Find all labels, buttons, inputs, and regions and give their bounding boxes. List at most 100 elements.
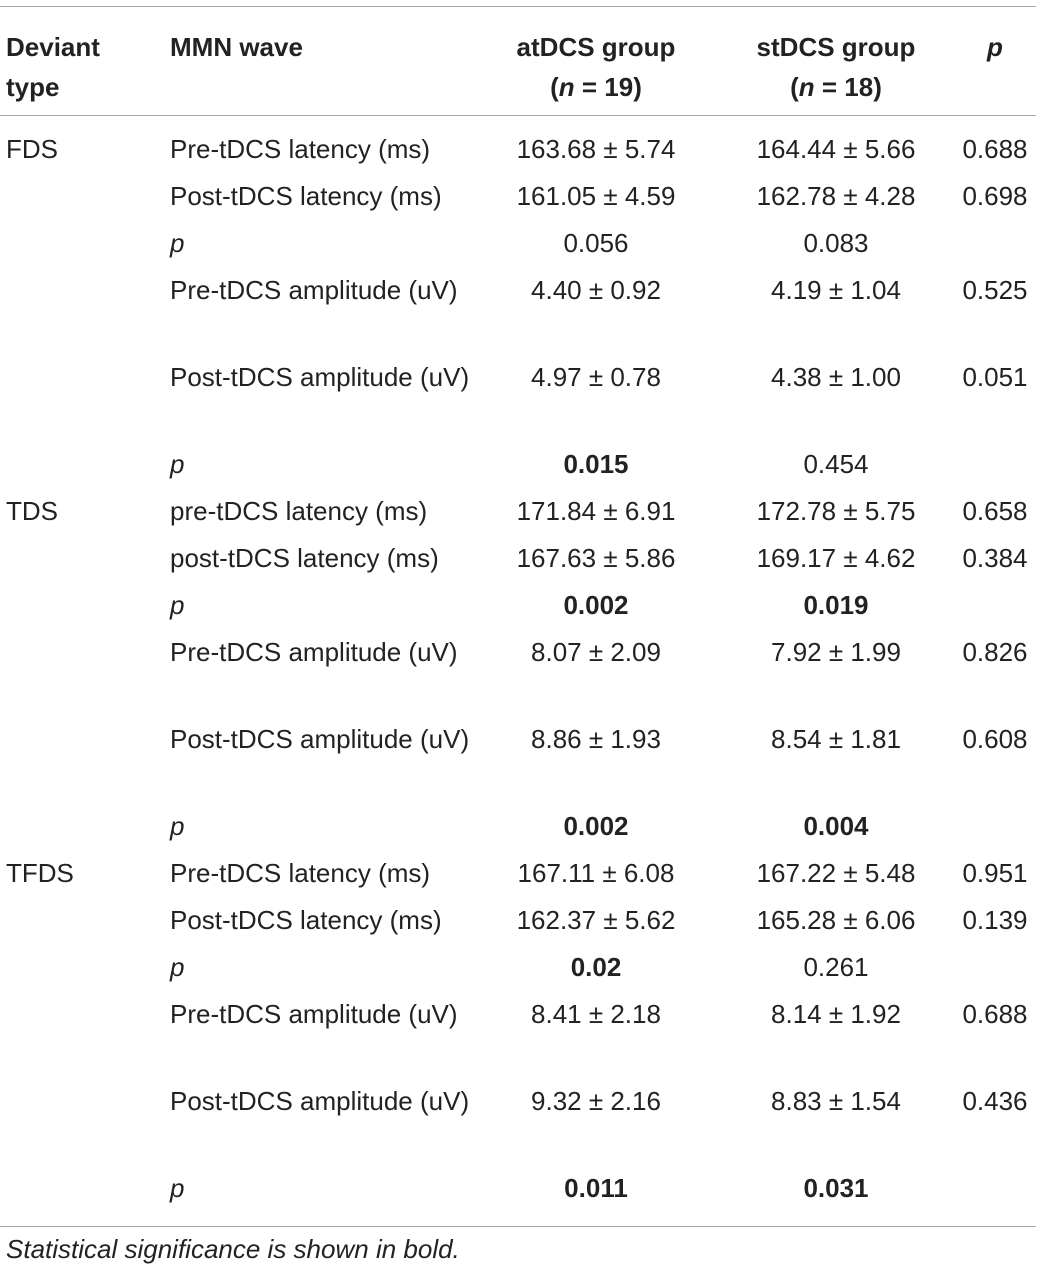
mmn-wave-cell: p — [170, 590, 185, 620]
stdcs-value-cell: 162.78 ± 4.28 — [756, 181, 916, 211]
header-mmn-wave: MMN wave — [170, 32, 303, 62]
atdcs-value-cell: 161.05 ± 4.59 — [516, 181, 676, 211]
atdcs-value-cell: 162.37 ± 5.62 — [516, 905, 676, 935]
header-stdcs-n-symbol: n — [798, 72, 815, 102]
p-value-cell: 0.384 — [962, 543, 1028, 573]
atdcs-value-cell: 4.97 ± 0.78 — [531, 362, 661, 392]
stdcs-value-cell: 0.083 — [803, 228, 869, 258]
mmn-wave-cell: Pre-tDCS amplitude (uV) — [170, 999, 458, 1029]
table-row: Post-tDCS amplitude (uV) 8.86 ± 1.93 8.54 … — [0, 718, 1036, 805]
stdcs-value-cell: 0.031 — [803, 1173, 869, 1203]
table-row: p 0.002 0.004 — [0, 805, 1036, 852]
header-atdcs-n-value: = 19) — [574, 72, 642, 102]
header-atdcs-n: (n = 19) — [498, 67, 694, 107]
p-value-cell: 0.525 — [962, 275, 1028, 305]
p-value-cell: 0.658 — [962, 496, 1028, 526]
mmn-wave-cell: p — [170, 952, 185, 982]
mmn-wave-cell: p — [170, 449, 185, 479]
stdcs-value-cell: 4.38 ± 1.00 — [771, 362, 901, 392]
atdcs-value-cell: 8.07 ± 2.09 — [531, 637, 661, 667]
header-row: Deviant type MMN wave atDCS group (n = 1… — [0, 7, 1036, 115]
deviant-type-cell: TFDS — [6, 858, 74, 888]
p-value-cell: 0.698 — [962, 181, 1028, 211]
table-footnote: Statistical significance is shown in bol… — [6, 1234, 460, 1264]
mmn-wave-cell: Pre-tDCS amplitude (uV) — [170, 275, 458, 305]
header-deviant-type-line2: type — [6, 72, 60, 102]
p-value-cell: 0.688 — [962, 134, 1028, 164]
header-atdcs-n-symbol: n — [558, 72, 575, 102]
table-body: FDS Pre-tDCS latency (ms) 163.68 ± 5.74 164… — [0, 116, 1036, 1226]
atdcs-value-cell: 0.02 — [570, 952, 622, 982]
table-row: Post-tDCS amplitude (uV) 4.97 ± 0.78 4.38 … — [0, 356, 1036, 443]
results-table: Deviant type MMN wave atDCS group (n = 1… — [0, 6, 1036, 1227]
table-row: p 0.015 0.454 — [0, 443, 1036, 490]
table-row: FDS Pre-tDCS latency (ms) 163.68 ± 5.74 164… — [0, 128, 1036, 175]
mmn-wave-cell: Pre-tDCS amplitude (uV) — [170, 637, 458, 667]
stdcs-value-cell: 167.22 ± 5.48 — [756, 858, 916, 888]
mmn-wave-cell: pre-tDCS latency (ms) — [170, 496, 428, 526]
top-rule — [0, 6, 1036, 7]
stdcs-value-cell: 0.261 — [803, 952, 869, 982]
deviant-type-cell: FDS — [6, 134, 58, 164]
stdcs-value-cell: 169.17 ± 4.62 — [756, 543, 916, 573]
table-row: p 0.011 0.031 — [0, 1167, 1036, 1214]
table-row: Post-tDCS amplitude (uV) 9.32 ± 2.16 8.83 … — [0, 1080, 1036, 1167]
stdcs-value-cell: 4.19 ± 1.04 — [771, 275, 901, 305]
header-stdcs-label: stDCS group — [756, 32, 916, 62]
header-stdcs-n: (n = 18) — [738, 67, 934, 107]
stdcs-value-cell: 8.54 ± 1.81 — [771, 724, 901, 754]
header-stdcs-n-open: ( — [790, 72, 799, 102]
atdcs-value-cell: 167.63 ± 5.86 — [516, 543, 676, 573]
header-atdcs-group: atDCS group (n = 19) — [498, 27, 694, 107]
p-value-cell: 0.951 — [962, 858, 1028, 888]
mmn-wave-cell: Post-tDCS amplitude (uV) — [170, 362, 470, 392]
stdcs-value-cell: 7.92 ± 1.99 — [771, 637, 901, 667]
table-row: Pre-tDCS amplitude (uV) 4.40 ± 0.92 4.19 ±… — [0, 269, 1036, 356]
header-deviant-type: Deviant type — [6, 27, 100, 107]
table-row: Post-tDCS latency (ms) 162.37 ± 5.62 165.2… — [0, 899, 1036, 946]
mmn-wave-cell: Pre-tDCS latency (ms) — [170, 134, 431, 164]
mmn-wave-cell: Post-tDCS amplitude (uV) — [170, 1086, 470, 1116]
atdcs-value-cell: 8.41 ± 2.18 — [531, 999, 661, 1029]
mmn-wave-cell: p — [170, 1173, 185, 1203]
table-row: Post-tDCS latency (ms) 161.05 ± 4.59 162.7… — [0, 175, 1036, 222]
header-stdcs-group: stDCS group (n = 18) — [738, 27, 934, 107]
p-value-cell: 0.688 — [962, 999, 1028, 1029]
stdcs-value-cell: 0.004 — [803, 811, 869, 841]
table-row: p 0.002 0.019 — [0, 584, 1036, 631]
mmn-wave-cell: Post-tDCS latency (ms) — [170, 905, 442, 935]
p-value-cell: 0.608 — [962, 724, 1028, 754]
stdcs-value-cell: 8.14 ± 1.92 — [771, 999, 901, 1029]
atdcs-value-cell: 9.32 ± 2.16 — [531, 1086, 661, 1116]
table-row: Pre-tDCS amplitude (uV) 8.07 ± 2.09 7.92 ±… — [0, 631, 1036, 718]
header-stdcs-n-value: = 18) — [814, 72, 882, 102]
header-deviant-type-line1: Deviant — [6, 32, 100, 62]
p-value-cell: 0.139 — [962, 905, 1028, 935]
table-row: TFDS Pre-tDCS latency (ms) 167.11 ± 6.08 16… — [0, 852, 1036, 899]
stdcs-value-cell: 8.83 ± 1.54 — [771, 1086, 901, 1116]
header-atdcs-n-open: ( — [550, 72, 559, 102]
p-value-cell: 0.051 — [962, 362, 1028, 392]
table-row: p 0.056 0.083 — [0, 222, 1036, 269]
table-row: TDS pre-tDCS latency (ms) 171.84 ± 6.91 172… — [0, 490, 1036, 537]
bottom-rule — [0, 1226, 1036, 1227]
atdcs-value-cell: 8.86 ± 1.93 — [531, 724, 661, 754]
atdcs-value-cell: 4.40 ± 0.92 — [531, 275, 661, 305]
stdcs-value-cell: 172.78 ± 5.75 — [756, 496, 916, 526]
atdcs-value-cell: 167.11 ± 6.08 — [517, 858, 675, 888]
atdcs-value-cell: 0.056 — [563, 228, 629, 258]
p-value-cell: 0.826 — [962, 637, 1028, 667]
header-p-value: p — [987, 32, 1003, 62]
stdcs-value-cell: 164.44 ± 5.66 — [756, 134, 916, 164]
atdcs-value-cell: 0.015 — [563, 449, 629, 479]
atdcs-value-cell: 0.002 — [563, 811, 629, 841]
p-value-cell: 0.436 — [962, 1086, 1028, 1116]
table-row: p 0.02 0.261 — [0, 946, 1036, 993]
atdcs-value-cell: 163.68 ± 5.74 — [516, 134, 676, 164]
atdcs-value-cell: 171.84 ± 6.91 — [516, 496, 676, 526]
header-rule — [0, 115, 1036, 116]
stdcs-value-cell: 165.28 ± 6.06 — [756, 905, 916, 935]
deviant-type-cell: TDS — [6, 496, 58, 526]
header-atdcs-label: atDCS group — [516, 32, 676, 62]
stdcs-value-cell: 0.454 — [803, 449, 869, 479]
